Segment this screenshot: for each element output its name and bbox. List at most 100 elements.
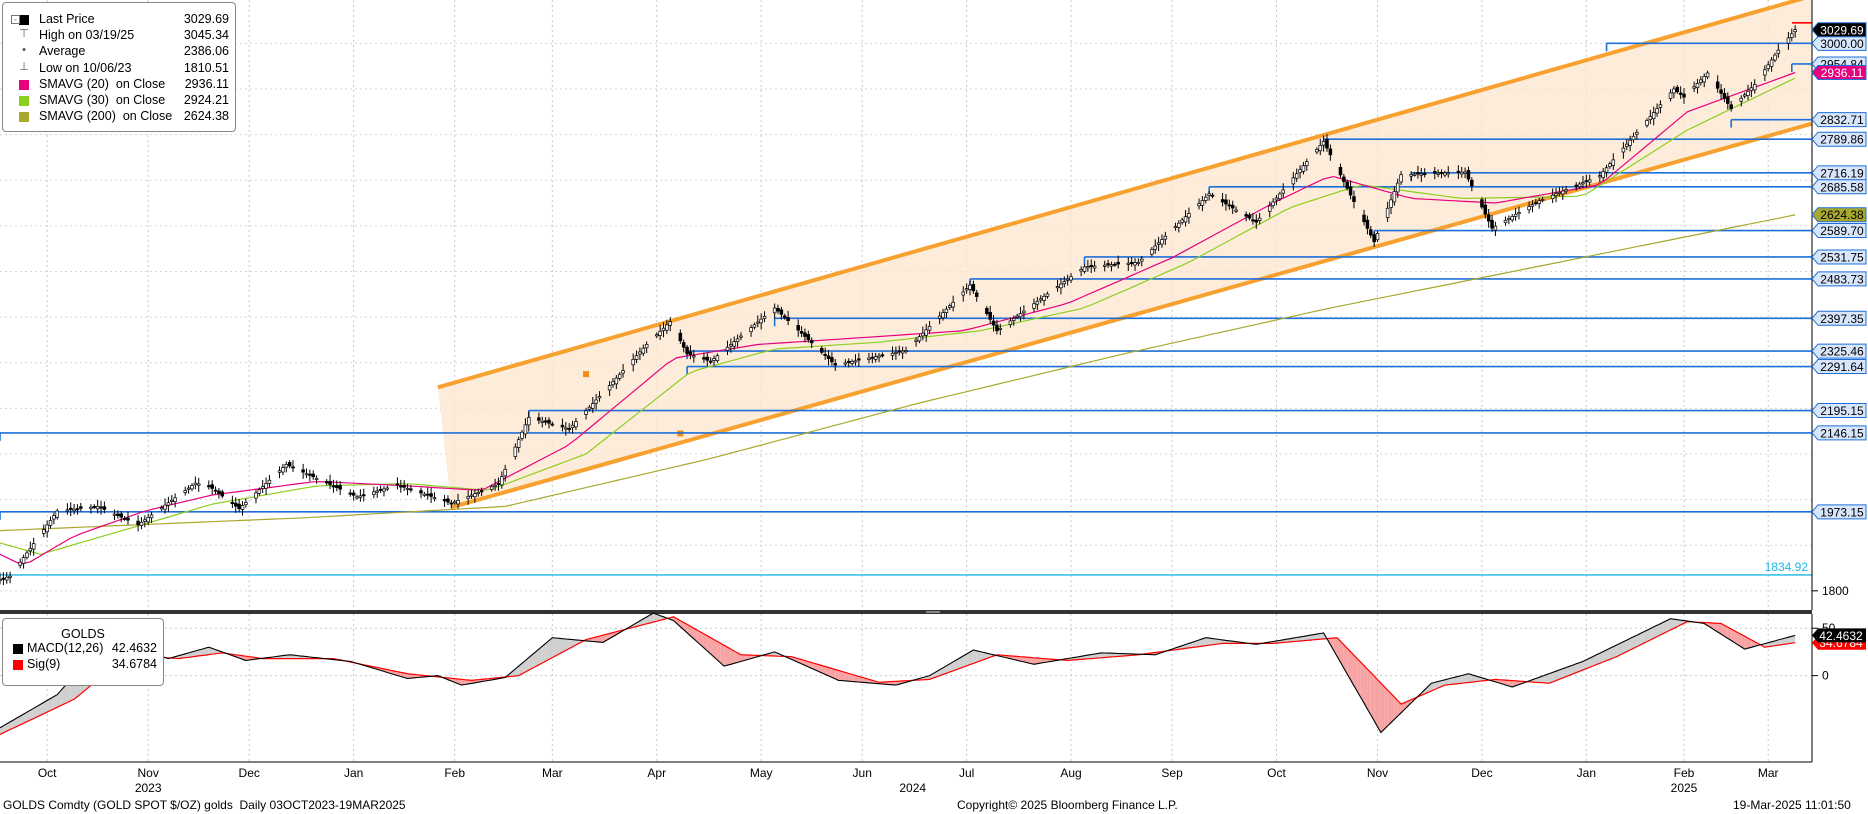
level-label-text: 2483.73 — [1820, 272, 1864, 286]
legend-item[interactable]: SMAVG (30) on Close 2924.21 — [9, 93, 229, 109]
macd-histogram-fill — [1650, 626, 1654, 640]
candle-down — [823, 354, 827, 356]
macd-histogram-fill — [1114, 653, 1119, 657]
candle-up — [759, 318, 763, 324]
candle-down — [1345, 181, 1349, 189]
macd-histogram-fill — [1586, 658, 1590, 669]
candle-up — [1183, 216, 1188, 223]
macd-histogram-fill — [545, 640, 549, 662]
level-label-box — [1811, 403, 1867, 419]
candle-up — [762, 316, 767, 319]
candle-up — [1776, 49, 1781, 54]
macd-legend-item[interactable]: Sig(9) 34.6784 — [11, 657, 157, 673]
candle-up — [1281, 189, 1285, 194]
macd-histogram-fill — [1626, 638, 1631, 652]
candle-up — [314, 477, 319, 480]
macd-histogram-fill — [1219, 639, 1223, 644]
candle-up — [1079, 269, 1083, 272]
level-label: 3000.00 — [1811, 35, 1867, 51]
candle-up — [277, 470, 282, 473]
legend-item[interactable]: Last Price 3029.69 — [9, 12, 229, 28]
macd-histogram-fill — [552, 637, 556, 658]
legend-value: 2936.11 — [184, 76, 229, 91]
candle-up — [1375, 233, 1380, 241]
candle-down — [119, 513, 123, 518]
candle-down — [75, 508, 80, 511]
candle-down — [496, 483, 501, 485]
legend-item[interactable]: SMAVG (200) on Close 2624.38 — [9, 109, 229, 125]
macd-histogram-fill — [562, 638, 566, 653]
legend-item[interactable]: ⊥ Low on 10/06/23 1810.51 — [9, 61, 229, 77]
candle-up — [500, 476, 504, 486]
candle-down — [230, 501, 235, 504]
candle-up — [668, 321, 672, 326]
macd-histogram-fill — [1774, 639, 1779, 646]
macd-histogram-fill — [1357, 658, 1361, 698]
macd-histogram-fill — [1434, 681, 1439, 690]
macd-histogram-fill — [1771, 640, 1775, 647]
legend-collapse-icon[interactable]: - — [11, 15, 20, 24]
panel-divider-handle[interactable] — [926, 611, 940, 613]
candle-up — [1200, 200, 1205, 206]
macd-legend[interactable]: GOLDS MACD(12,26) 42.4632 Sig(9) 34.6784 — [2, 618, 164, 686]
level-label-box — [1811, 131, 1867, 147]
macd-legend-item[interactable]: MACD(12,26) 42.4632 — [11, 641, 157, 657]
legend-item[interactable]: SMAVG (20) on Close 2936.11 — [9, 77, 229, 93]
macd-histogram-fill — [717, 641, 721, 664]
candle-down — [1113, 263, 1117, 266]
candle-down — [685, 346, 689, 354]
candle-up — [1294, 173, 1299, 179]
macd-histogram-fill — [1552, 671, 1557, 682]
candle-down — [820, 347, 824, 353]
macd-histogram-fill — [1566, 666, 1570, 677]
panel-separator[interactable] — [0, 610, 1812, 614]
macd-legend-swatch-icon — [13, 644, 23, 654]
macd-histogram-fill — [1741, 634, 1745, 650]
footer-security: GOLDS Comdty (GOLD SPOT $/OZ) golds Dail… — [3, 798, 406, 812]
macd-histogram-fill — [1613, 644, 1617, 658]
candle-up — [1274, 197, 1279, 201]
price-legend[interactable]: Last Price 3029.69 ⊤ High on 03/19/25 3045.3… — [2, 2, 236, 132]
candle-down — [567, 427, 571, 430]
candle-down — [1362, 214, 1366, 223]
macd-histogram-fill — [1559, 668, 1563, 680]
candle-up — [937, 315, 942, 319]
candle-down — [331, 485, 336, 488]
candle-down — [1227, 204, 1232, 207]
macd-legend-label: MACD(12,26) — [27, 641, 104, 655]
candle-down — [681, 342, 686, 348]
macd-histogram-fill — [1044, 658, 1048, 663]
legend-value: 3045.34 — [183, 28, 229, 43]
candle-up — [715, 355, 720, 361]
level-label: 2483.73 — [1811, 271, 1867, 287]
candle-down — [974, 292, 979, 297]
candle-up — [614, 377, 619, 385]
macd-histogram-fill — [522, 660, 526, 674]
legend-item[interactable]: ⊤ High on 03/19/25 3045.34 — [9, 28, 229, 44]
candle-down — [92, 506, 97, 508]
macd-histogram-fill — [528, 654, 533, 671]
legend-item[interactable]: • Average 2386.06 — [9, 44, 229, 60]
macd-histogram-fill — [697, 630, 701, 645]
candle-down — [1729, 104, 1733, 109]
macd-histogram-fill — [191, 650, 196, 657]
candle-down — [1715, 81, 1720, 89]
last-price-label: 3029.69 — [1811, 22, 1867, 38]
macd-histogram-fill — [1505, 680, 1509, 686]
candle-up — [772, 307, 777, 314]
moving-averages — [0, 71, 1796, 565]
macd-histogram-fill — [1640, 631, 1644, 645]
macd-histogram-fill — [774, 651, 779, 657]
candle-up — [1267, 205, 1272, 212]
candle-down — [442, 499, 447, 502]
price-axis: 3000.002954.842832.712789.862716.192685.… — [1811, 0, 1867, 610]
level-label-box — [1811, 310, 1867, 326]
candle-up — [644, 344, 649, 349]
candle-up — [1419, 173, 1424, 176]
macd-histogram-fill — [1549, 672, 1553, 684]
candle-down — [1726, 96, 1730, 104]
macd-histogram-fill — [1556, 669, 1560, 681]
candle-up — [503, 468, 507, 477]
candle-down — [543, 420, 548, 423]
candle-up — [513, 446, 518, 457]
